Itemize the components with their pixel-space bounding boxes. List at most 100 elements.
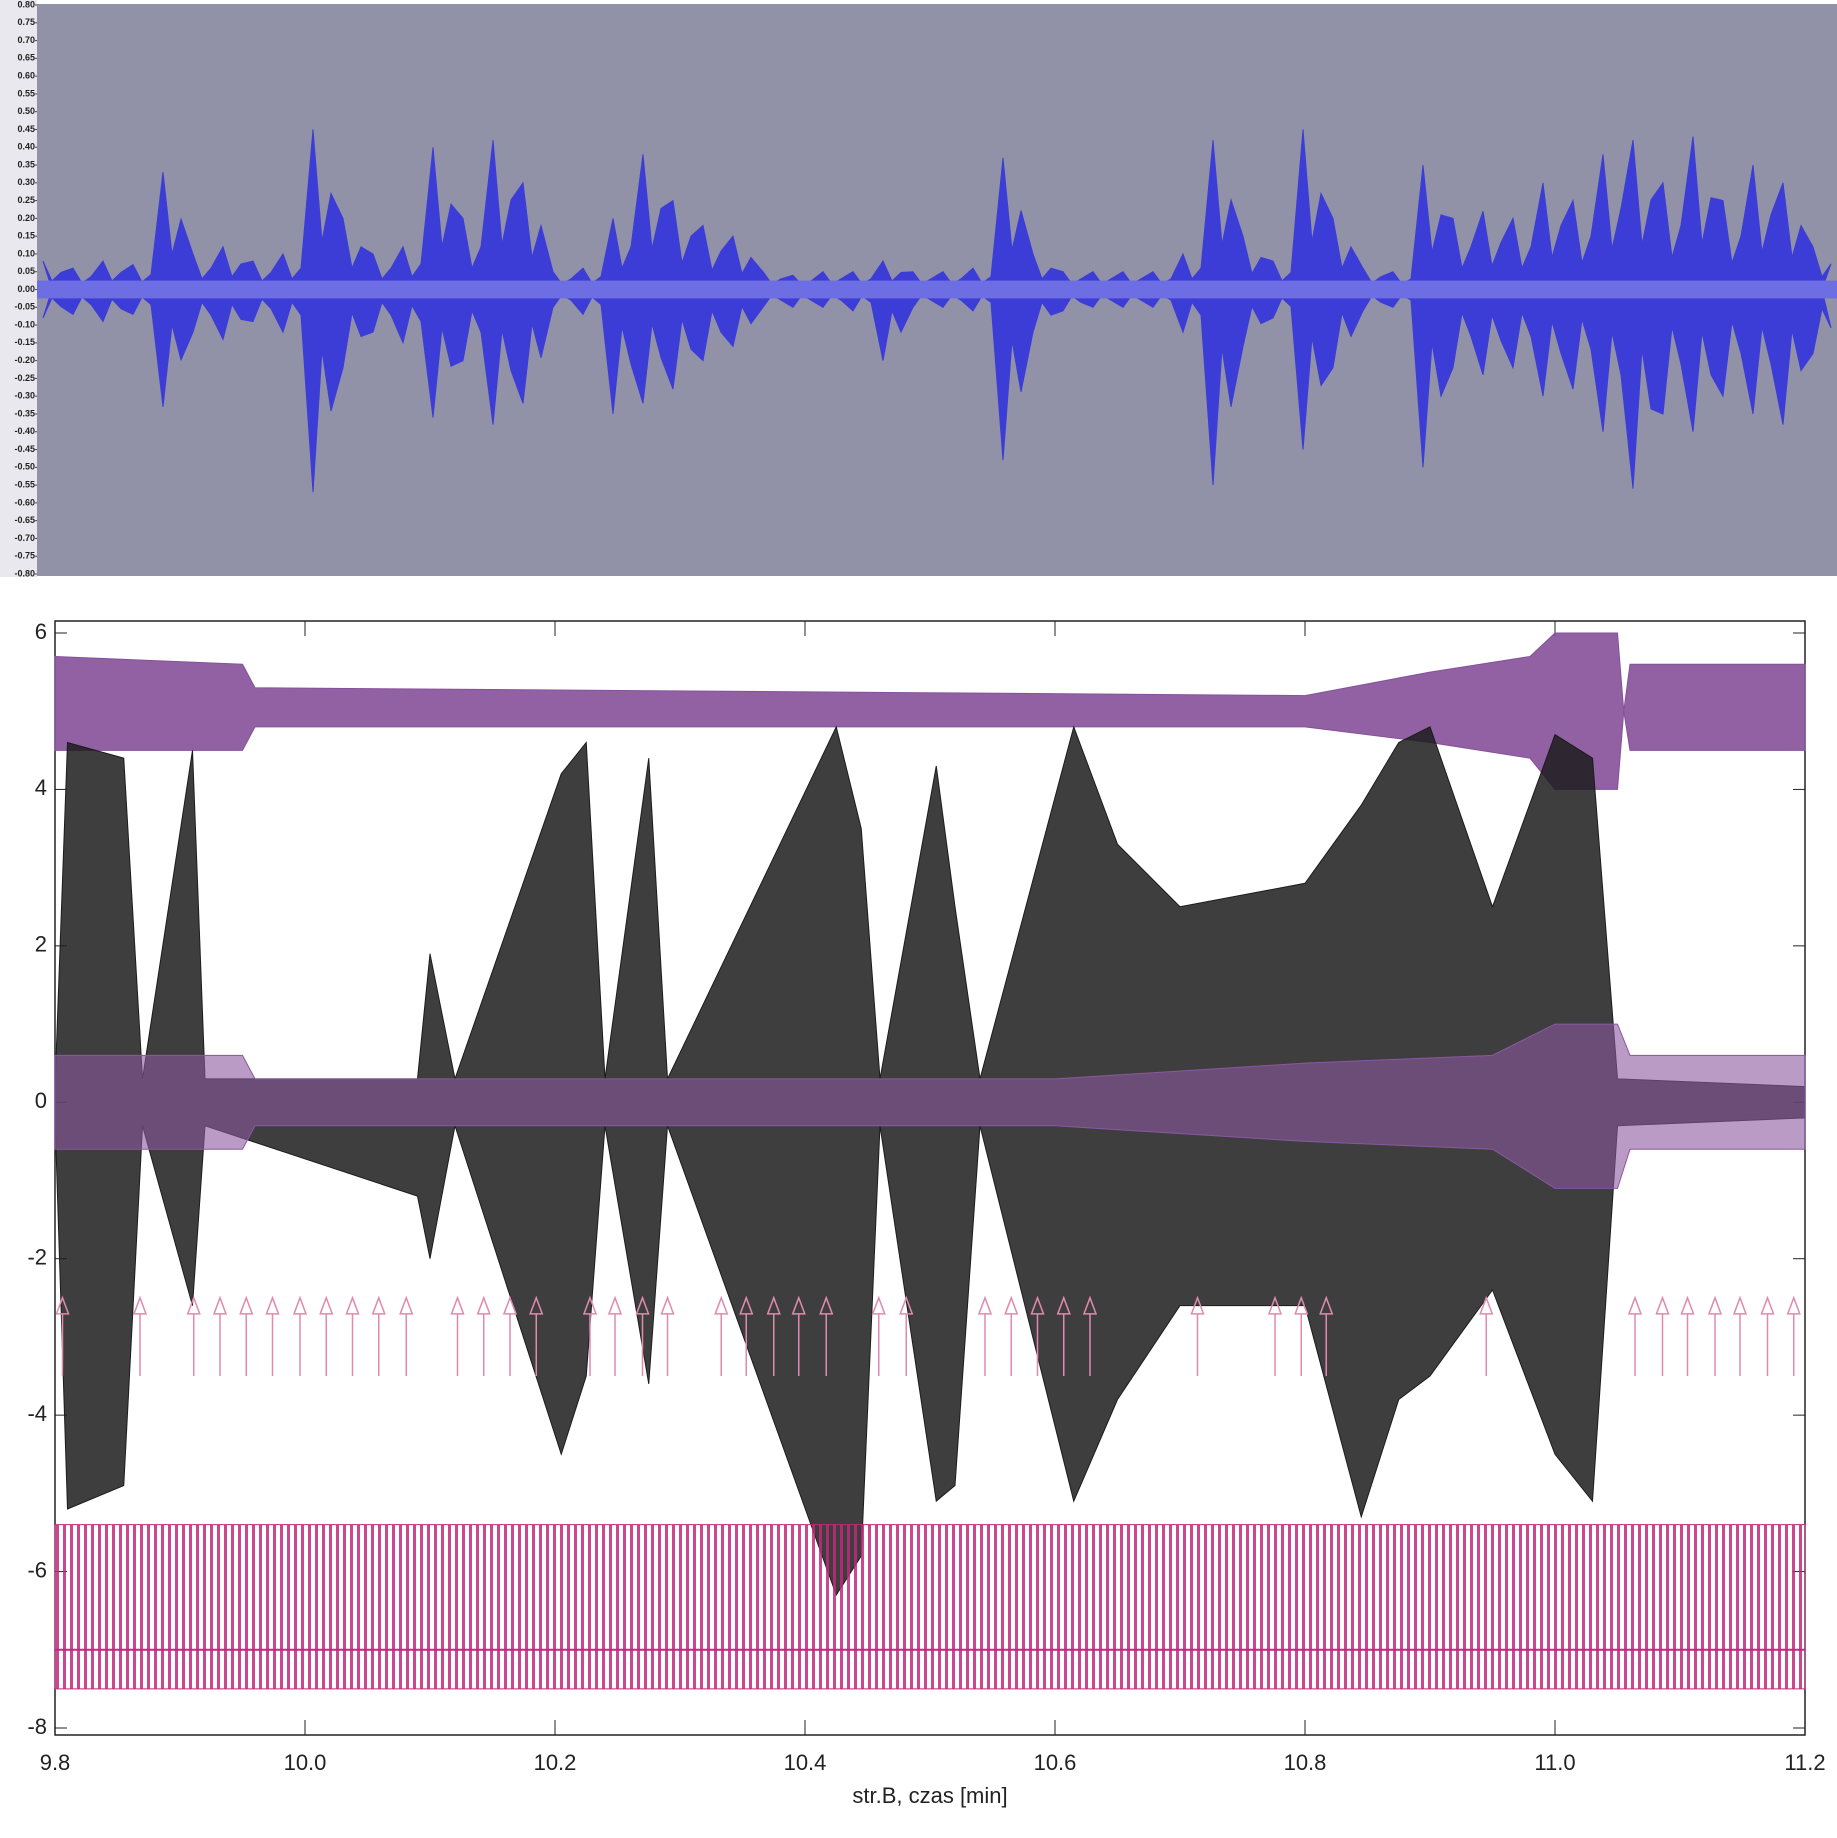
y-tick-label: -0.05 — [14, 302, 35, 312]
arrow — [766, 1295, 781, 1377]
arrow — [450, 1295, 465, 1377]
y-tick-label: -0.10 — [14, 319, 35, 329]
arrow — [371, 1295, 386, 1377]
arrow — [819, 1295, 834, 1377]
y-tick-label: -0.50 — [14, 462, 35, 472]
x-tick-label: 9.8 — [40, 1750, 71, 1775]
y-tick-label: 0.45 — [17, 124, 35, 134]
arrow — [319, 1295, 334, 1377]
arrow — [1760, 1295, 1775, 1377]
plot-frame — [54, 620, 1806, 1736]
arrow — [1004, 1295, 1019, 1377]
x-tick-label: 10.0 — [284, 1750, 327, 1775]
y-tick-label: 0.20 — [17, 213, 35, 223]
arrow — [714, 1295, 729, 1377]
x-tick-label: 10.4 — [784, 1750, 827, 1775]
arrow — [345, 1295, 360, 1377]
y-tick-label: -4 — [27, 1401, 47, 1426]
y-tick-label: -0.25 — [14, 373, 35, 383]
y-tick-label: -0.15 — [14, 337, 35, 347]
arrow — [55, 1295, 70, 1377]
x-tick-label: 11.0 — [1534, 1750, 1575, 1775]
y-tick-label: -6 — [27, 1557, 47, 1582]
y-tick-label: 0.40 — [17, 142, 35, 152]
y-tick-label: -0.75 — [14, 551, 35, 561]
y-tick-label: 4 — [35, 775, 47, 800]
y-tick-label: 0.80 — [17, 0, 35, 9]
waveform-lower — [42, 289, 1832, 493]
arrow — [212, 1295, 228, 1377]
arrow — [1479, 1295, 1494, 1377]
y-tick-label: 0.65 — [17, 53, 35, 63]
arrow — [529, 1295, 544, 1377]
y-tick-label: -0.45 — [14, 444, 35, 454]
arrow — [476, 1295, 491, 1377]
arrow — [399, 1295, 414, 1377]
y-tick-label: -0.20 — [14, 355, 35, 365]
arrow — [1680, 1295, 1695, 1377]
y-tick-label: -0.55 — [14, 479, 35, 489]
arrow — [871, 1295, 886, 1377]
arrow — [899, 1295, 914, 1377]
arrow — [635, 1295, 650, 1377]
y-tick-label: -0.30 — [14, 391, 35, 401]
y-tick-label: 0 — [35, 1088, 47, 1113]
arrow — [502, 1295, 518, 1377]
y-tick-label: 0.30 — [17, 177, 35, 187]
y-tick-label: -0.40 — [14, 426, 35, 436]
trace-band — [54, 1524, 1806, 1690]
y-tick-label: -0.65 — [14, 515, 35, 525]
arrow — [1294, 1295, 1309, 1377]
y-tick-label: 2 — [35, 932, 47, 957]
y-tick-label: 0.35 — [17, 159, 35, 169]
arrow — [1030, 1295, 1045, 1377]
arrow — [660, 1295, 675, 1377]
x-tick-label: 10.2 — [534, 1750, 577, 1775]
arrow — [132, 1295, 148, 1377]
y-tick-label: 0.05 — [17, 266, 35, 276]
y-tick-label: 0.60 — [17, 71, 35, 81]
arrow — [1627, 1295, 1643, 1377]
y-tick-label: -0.80 — [14, 568, 35, 578]
y-tick-label: 6 — [35, 619, 47, 644]
arrow — [791, 1295, 806, 1377]
y-tick-label: 0.25 — [17, 195, 35, 205]
arrow — [607, 1295, 623, 1377]
y-tick-label: 0.00 — [17, 284, 35, 294]
arrow — [1082, 1295, 1098, 1377]
arrow — [739, 1295, 754, 1377]
arrow — [1267, 1295, 1283, 1377]
y-tick-label: -2 — [27, 1245, 47, 1270]
axis-strip — [0, 0, 37, 577]
trace-band — [54, 1023, 1806, 1189]
x-tick-label: 11.2 — [1784, 1750, 1825, 1775]
y-tick-label: -0.60 — [14, 497, 35, 507]
arrow — [239, 1295, 254, 1377]
arrow — [292, 1295, 308, 1377]
trace-band — [54, 632, 1806, 790]
waveform-core — [37, 280, 1837, 299]
y-tick-label: -8 — [27, 1714, 47, 1739]
x-axis-label: str.B, czas [min] — [852, 1783, 1007, 1808]
waveform-upper — [42, 129, 1832, 290]
arrow — [1707, 1295, 1723, 1377]
arrow — [1319, 1295, 1334, 1377]
x-tick-label: 10.6 — [1034, 1750, 1077, 1775]
arrow — [582, 1295, 598, 1377]
arrow — [1786, 1295, 1801, 1377]
y-tick-label: 0.55 — [17, 88, 35, 98]
arrow — [186, 1295, 201, 1377]
arrow — [1655, 1295, 1670, 1377]
y-tick-label: 0.10 — [17, 248, 35, 258]
y-tick-label: -0.35 — [14, 408, 35, 418]
arrow — [1732, 1295, 1748, 1377]
y-tick-label: 0.75 — [17, 17, 35, 27]
arrow — [1056, 1295, 1071, 1377]
y-tick-label: 0.50 — [17, 106, 35, 116]
arrow — [977, 1295, 993, 1377]
arrow — [1190, 1295, 1205, 1377]
y-tick-label: -0.70 — [14, 533, 35, 543]
arrow — [265, 1295, 280, 1377]
y-tick-label: 0.15 — [17, 231, 35, 241]
